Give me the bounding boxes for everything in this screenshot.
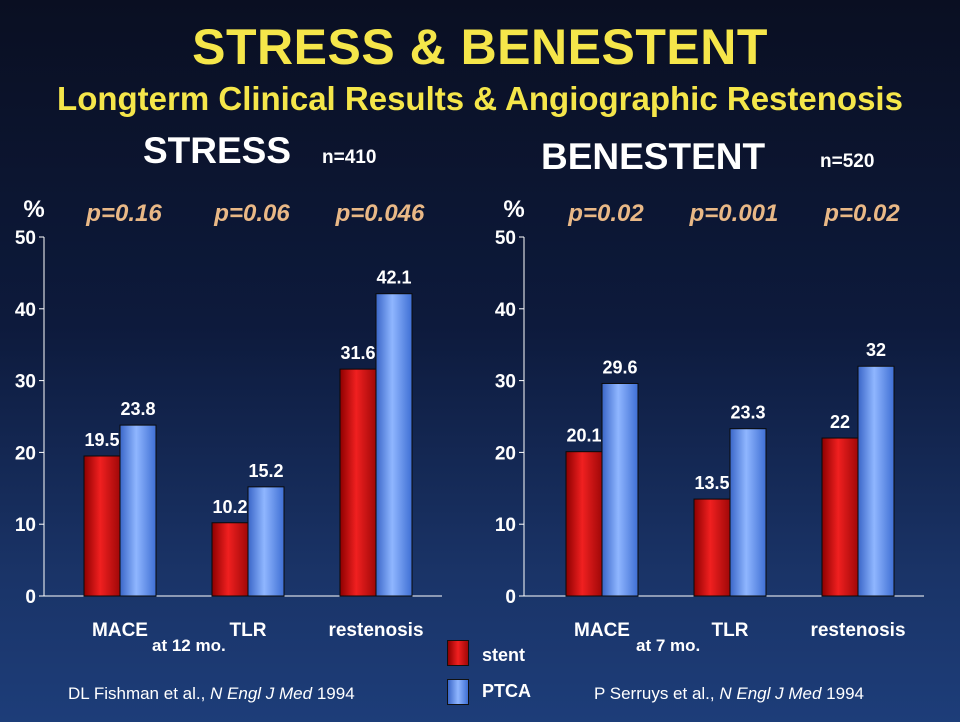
stress-y-tick-label: 20	[15, 443, 36, 464]
benestent-bar-ptca-tlr	[729, 428, 767, 597]
benestent-value-label: 32	[866, 340, 886, 360]
stress-citation: DL Fishman et al., N Engl J Med 1994	[68, 684, 355, 704]
stress-value-label: 19.5	[84, 430, 119, 450]
stress-bar-ptca-mace	[119, 424, 157, 597]
benestent-y-axis-label: %	[503, 196, 524, 223]
stress-p-value: p=0.16	[85, 200, 162, 227]
benestent-bar-stent-restenosis	[821, 437, 859, 597]
benestent-bar-stent-tlr	[693, 498, 731, 597]
benestent-panel-title: BENESTENT	[541, 136, 766, 177]
stress-citation-journal: N Engl J Med	[210, 684, 313, 703]
stress-bar-stent-mace	[83, 455, 121, 597]
benestent-citation-authors: P Serruys et al.,	[594, 684, 715, 703]
benestent-citation-year: 1994	[826, 684, 864, 703]
stress-bar-ptca-tlr	[247, 486, 285, 597]
stress-y-tick-label: 40	[15, 300, 36, 321]
benestent-value-label: 13.5	[694, 473, 729, 493]
legend-label-ptca: PTCA	[482, 681, 531, 701]
benestent-y-tick-label: 0	[505, 587, 516, 608]
benestent-category-label: MACE	[574, 620, 630, 641]
benestent-p-value: p=0.001	[689, 200, 779, 227]
benestent-bar-ptca-mace	[601, 382, 639, 597]
benestent-y-tick-label: 20	[495, 443, 516, 464]
benestent-category-label: restenosis	[810, 620, 905, 641]
benestent-citation-journal: N Engl J Med	[719, 684, 822, 703]
benestent-bar-stent-mace	[565, 451, 603, 597]
benestent-value-label: 20.1	[566, 426, 601, 446]
stress-value-label: 15.2	[248, 461, 283, 481]
stress-y-tick-label: 30	[15, 372, 36, 393]
slide-subtitle: Longterm Clinical Results & Angiographic…	[57, 80, 903, 117]
benestent-value-label: 23.3	[730, 403, 765, 423]
legend-swatch-ptca	[447, 679, 469, 705]
stress-category-label: MACE	[92, 620, 148, 641]
stress-p-value: p=0.046	[335, 200, 425, 227]
stress-category-label: TLR	[230, 620, 267, 641]
stress-y-axis-label: %	[23, 196, 44, 223]
stress-bar-stent-tlr	[211, 522, 249, 597]
benestent-y-tick-label: 30	[495, 372, 516, 393]
stress-y-tick-label: 50	[15, 228, 36, 249]
legend-label-stent: stent	[482, 645, 526, 665]
stress-value-label: 31.6	[340, 343, 375, 363]
stress-y-tick-label: 10	[15, 515, 36, 536]
benestent-category-label: TLR	[712, 620, 749, 641]
stress-value-label: 10.2	[212, 497, 247, 517]
benestent-y-tick-label: 50	[495, 228, 516, 249]
benestent-timepoint-note: at 7 mo.	[636, 636, 701, 655]
stress-panel-title: STRESS	[143, 130, 292, 171]
benestent-p-value: p=0.02	[823, 200, 900, 227]
benestent-n-label: n=520	[820, 151, 875, 172]
stress-timepoint-note: at 12 mo.	[152, 636, 226, 655]
benestent-value-label: 22	[830, 412, 850, 432]
stress-bar-stent-restenosis	[339, 368, 377, 597]
benestent-value-label: 29.6	[602, 357, 637, 377]
stress-bar-ptca-restenosis	[375, 293, 413, 597]
stress-n-label: n=410	[322, 147, 377, 168]
benestent-y-tick-label: 10	[495, 515, 516, 536]
stress-citation-authors: DL Fishman et al.,	[68, 684, 206, 703]
benestent-citation: P Serruys et al., N Engl J Med 1994	[594, 684, 864, 704]
benestent-p-value: p=0.02	[567, 200, 644, 227]
slide-title: STRESS & BENESTENT	[192, 19, 768, 75]
benestent-y-tick-label: 40	[495, 300, 516, 321]
stress-category-label: restenosis	[328, 620, 423, 641]
stress-citation-year: 1994	[316, 684, 355, 703]
stress-p-value: p=0.06	[213, 200, 290, 227]
benestent-bar-ptca-restenosis	[857, 365, 895, 597]
stress-value-label: 42.1	[376, 268, 411, 288]
stress-y-tick-label: 0	[25, 587, 36, 608]
legend-swatch-stent	[447, 640, 469, 666]
stress-value-label: 23.8	[120, 399, 155, 419]
